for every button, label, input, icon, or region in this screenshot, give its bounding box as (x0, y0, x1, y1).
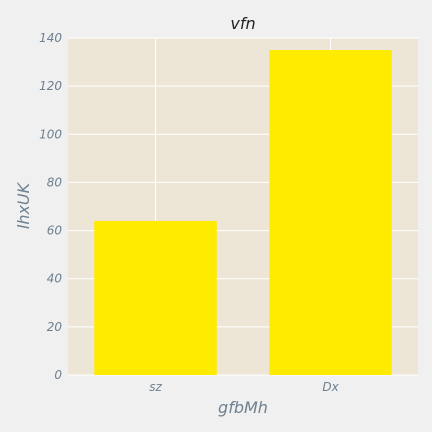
bar-sz (94, 220, 217, 375)
y-tick-label: 140 (39, 31, 62, 45)
y-tick-label: 60 (47, 224, 63, 238)
tick-layer: 0 20 40 60 80 100 120 140 sz Dx (39, 31, 339, 394)
y-tick-label: 80 (47, 175, 63, 189)
x-tick-label: Dx (322, 380, 339, 394)
y-tick-label: 40 (47, 272, 63, 286)
y-axis-label: lhxUK (14, 181, 33, 229)
bar-Dx (269, 50, 392, 376)
y-tick-label: 120 (39, 79, 62, 93)
y-tick-label: 0 (54, 368, 62, 382)
x-axis-label: gfbMh (218, 398, 268, 417)
bar-layer (94, 50, 392, 376)
x-tick-label: sz (149, 380, 162, 394)
chart-title: vfn (230, 14, 255, 33)
y-tick-label: 20 (47, 320, 63, 334)
y-tick-label: 100 (39, 127, 62, 141)
